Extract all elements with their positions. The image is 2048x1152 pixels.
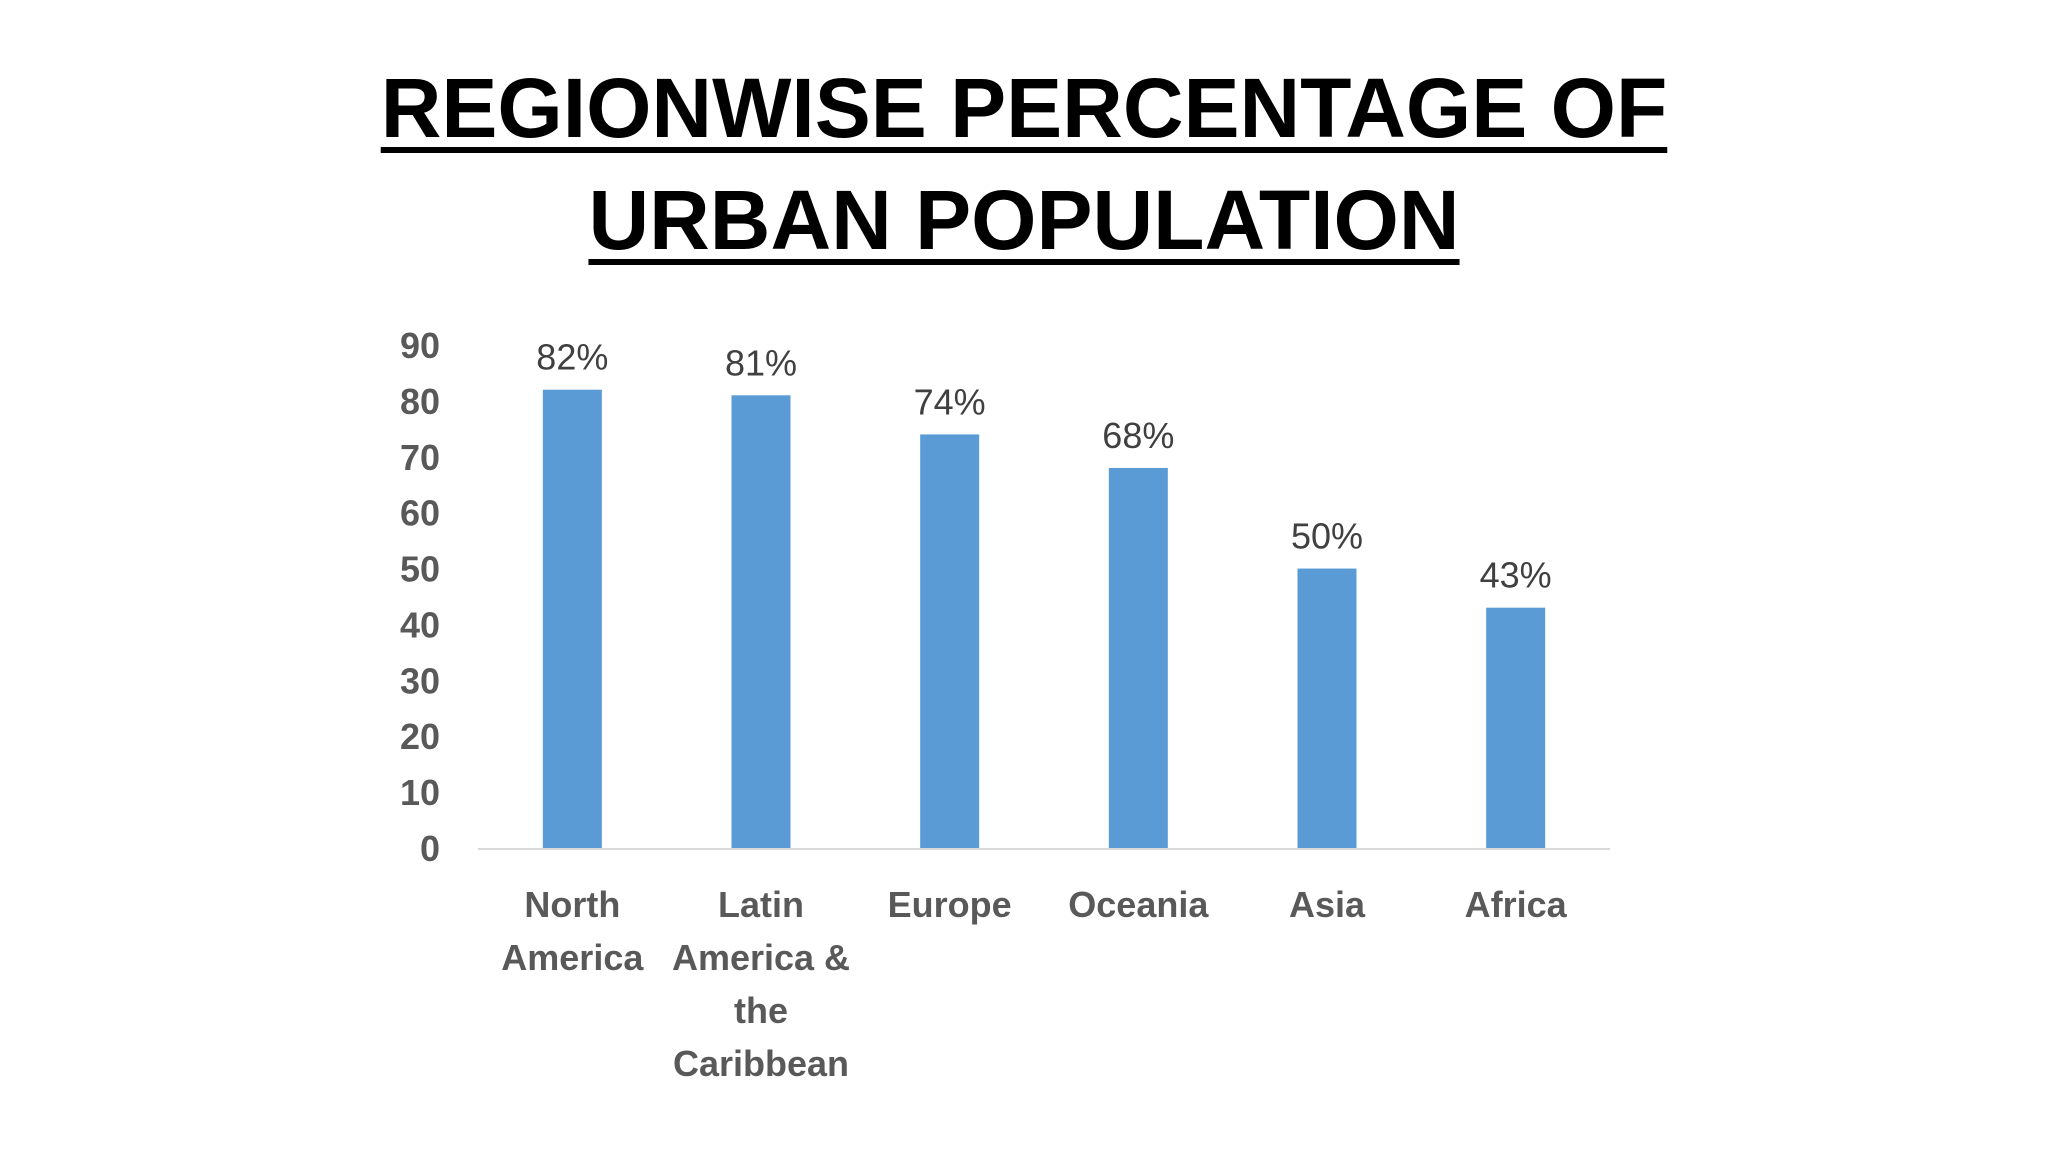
data-label: 50% xyxy=(1291,516,1363,557)
chart-title-line-2: URBAN POPULATION xyxy=(588,173,1460,267)
y-tick-label: 80 xyxy=(400,381,440,422)
y-axis: 0 10 20 30 40 50 60 70 80 90 xyxy=(400,325,440,869)
data-labels: 82% 81% 74% 68% 50% 43% xyxy=(536,337,1551,596)
bar xyxy=(1486,607,1546,848)
y-tick-label: 60 xyxy=(400,493,440,534)
x-axis: North America Latin America & the Caribbean Eu… xyxy=(501,884,1567,1084)
y-tick-label: 70 xyxy=(400,437,440,478)
x-tick-label: North America xyxy=(501,884,644,978)
x-tick-label: Latin America & the Caribbean xyxy=(672,884,850,1084)
bar xyxy=(920,434,980,848)
y-tick-label: 10 xyxy=(400,772,440,813)
bar xyxy=(731,395,791,848)
x-tick-label: Europe xyxy=(888,884,1012,925)
chart-title-line-1: REGIONWISE PERCENTAGE OF xyxy=(380,61,1668,155)
y-tick-label: 90 xyxy=(400,325,440,366)
bar xyxy=(542,389,602,848)
data-label: 81% xyxy=(725,342,797,383)
chart-title: REGIONWISE PERCENTAGE OF URBAN POPULATIO… xyxy=(0,52,2048,276)
x-tick-label: Asia xyxy=(1289,884,1366,925)
data-label: 68% xyxy=(1102,415,1174,456)
y-tick-label: 40 xyxy=(400,604,440,645)
y-tick-label: 50 xyxy=(400,549,440,590)
y-tick-label: 0 xyxy=(420,828,440,869)
x-tick-label: Africa xyxy=(1465,884,1568,925)
bar xyxy=(1108,467,1168,848)
x-tick-label: Oceania xyxy=(1068,884,1209,925)
y-tick-label: 30 xyxy=(400,660,440,701)
y-tick-label: 20 xyxy=(400,716,440,757)
data-label: 74% xyxy=(914,381,986,422)
data-label: 43% xyxy=(1480,555,1552,596)
bars xyxy=(542,389,1546,848)
data-label: 82% xyxy=(536,337,608,378)
bar xyxy=(1297,568,1357,848)
